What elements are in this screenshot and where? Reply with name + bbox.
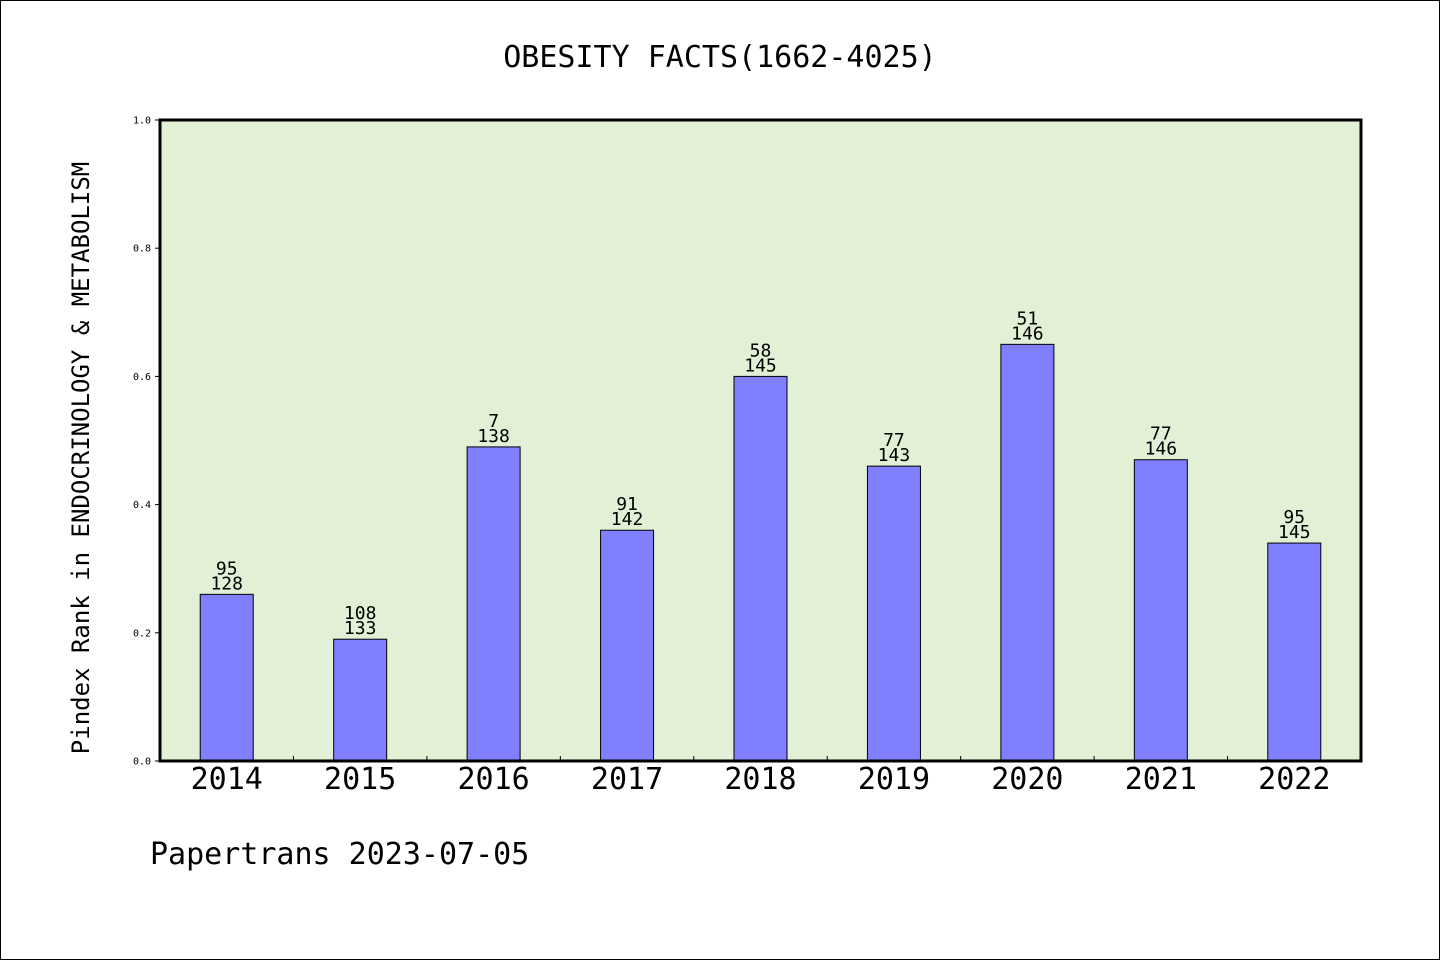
x-tick-2021: 2021 bbox=[1125, 762, 1197, 797]
total-label-2021: 146 bbox=[1145, 439, 1178, 460]
y-ticks-group: 0.0 0.2 0.4 0.6 0.8 1.0 bbox=[133, 116, 160, 768]
bar-2020 bbox=[1000, 343, 1055, 762]
y-tick-1.0: 1.0 bbox=[133, 116, 151, 127]
x-tick-2015: 2015 bbox=[324, 762, 396, 797]
rank-label-2016: 7 bbox=[488, 411, 499, 432]
bar-2018 bbox=[733, 375, 788, 762]
bar-2022 bbox=[1267, 542, 1322, 762]
x-ticks-group: 2014 2015 2016 2017 2018 2019 2020 2021 2022 bbox=[191, 756, 1330, 797]
footer-credit: Papertrans 2023-07-05 bbox=[150, 837, 529, 872]
bar-2016 bbox=[466, 446, 521, 762]
total-label-2020: 146 bbox=[1011, 323, 1044, 344]
bar-2015 bbox=[333, 638, 388, 762]
rank-label-2022: 95 bbox=[1283, 507, 1305, 528]
total-label-2022: 145 bbox=[1278, 522, 1311, 543]
y-tick-0.0: 0.0 bbox=[133, 757, 151, 768]
x-tick-2014: 2014 bbox=[191, 762, 263, 797]
bar-2019 bbox=[866, 465, 921, 762]
total-label-2018: 145 bbox=[744, 355, 777, 376]
plot-border bbox=[158, 118, 1363, 763]
bars-group bbox=[199, 343, 1322, 762]
rank-label-2018: 58 bbox=[750, 340, 772, 361]
x-tick-2017: 2017 bbox=[591, 762, 663, 797]
y-axis-label: Pindex Rank in ENDOCRINOLOGY & METABOLIS… bbox=[67, 162, 95, 754]
rank-label-2014: 95 bbox=[216, 558, 238, 579]
rank-label-2019: 77 bbox=[883, 430, 905, 451]
total-label-2014: 128 bbox=[210, 573, 243, 594]
y-tick-0.2: 0.2 bbox=[133, 628, 151, 639]
rank-label-2017: 91 bbox=[616, 494, 638, 515]
y-tick-0.4: 0.4 bbox=[133, 500, 151, 511]
chart-title: OBESITY FACTS(1662-4025) bbox=[503, 40, 936, 75]
rank-label-2015: 108 bbox=[344, 603, 377, 624]
total-label-2016: 138 bbox=[477, 426, 510, 447]
y-tick-0.6: 0.6 bbox=[133, 372, 151, 383]
total-label-2015: 133 bbox=[344, 618, 377, 639]
bar-2014 bbox=[199, 593, 254, 762]
x-tick-2018: 2018 bbox=[724, 762, 796, 797]
rank-label-2021: 77 bbox=[1150, 424, 1172, 445]
y-tick-0.8: 0.8 bbox=[133, 244, 151, 255]
total-label-2019: 143 bbox=[878, 445, 911, 466]
bar-2021 bbox=[1133, 459, 1188, 762]
total-label-2017: 142 bbox=[611, 509, 644, 530]
x-tick-2019: 2019 bbox=[858, 762, 930, 797]
x-tick-2020: 2020 bbox=[991, 762, 1063, 797]
data-labels-group: 9512810813371389114258145771435114677146… bbox=[210, 308, 1310, 639]
x-tick-2022: 2022 bbox=[1258, 762, 1330, 797]
bar-2017 bbox=[600, 529, 655, 762]
x-tick-2016: 2016 bbox=[457, 762, 529, 797]
rank-label-2020: 51 bbox=[1017, 308, 1039, 329]
